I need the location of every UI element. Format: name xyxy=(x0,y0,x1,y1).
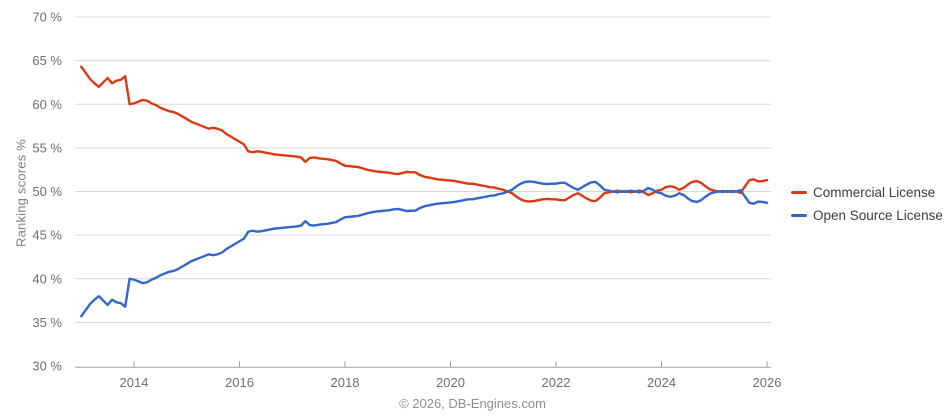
y-tick-label: 65 % xyxy=(32,53,62,68)
y-tick-label: 70 % xyxy=(32,10,62,25)
copyright-footer: © 2026, DB-Engines.com xyxy=(399,396,546,411)
x-tick-label: 2026 xyxy=(753,375,782,390)
x-tick-label: 2014 xyxy=(120,375,149,390)
x-tick-label: 2016 xyxy=(225,375,254,390)
y-tick-label: 45 % xyxy=(32,228,62,243)
series-line-open-source-license[interactable] xyxy=(80,180,769,318)
x-tick-label: 2022 xyxy=(542,375,571,390)
legend-item-commercial-license: Commercial License xyxy=(791,184,943,201)
legend-swatch-open-source-icon xyxy=(791,214,807,217)
y-tick-label: 55 % xyxy=(32,140,62,155)
y-tick-label: 60 % xyxy=(32,97,62,112)
y-axis-title: Ranking scores % xyxy=(13,139,29,247)
y-tick-label: 30 % xyxy=(32,359,62,374)
legend: Commercial License Open Source License xyxy=(791,184,943,224)
x-tick-label: 2024 xyxy=(647,375,676,390)
legend-swatch-commercial-icon xyxy=(791,191,807,194)
x-tick-label: 2018 xyxy=(331,375,360,390)
x-tick-label: 2020 xyxy=(436,375,465,390)
y-tick-label: 35 % xyxy=(32,315,62,330)
y-tick-label: 40 % xyxy=(32,271,62,286)
legend-item-open-source-license: Open Source License xyxy=(791,207,943,224)
y-tick-label: 50 % xyxy=(32,184,62,199)
legend-label-commercial: Commercial License xyxy=(813,185,936,200)
legend-label-open-source: Open Source License xyxy=(813,208,943,223)
series-line-commercial-license[interactable] xyxy=(80,65,769,203)
